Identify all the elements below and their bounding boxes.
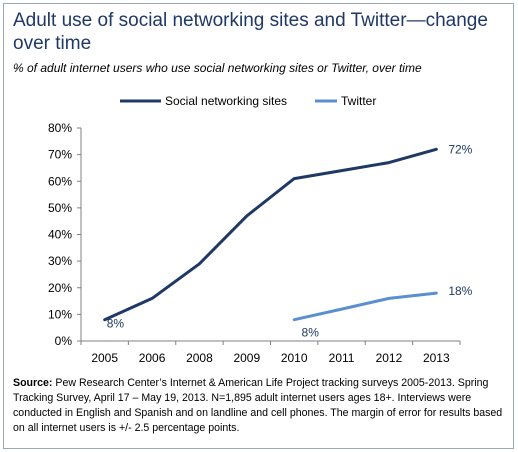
chart-subtitle: % of adult internet users who use social… <box>13 61 422 75</box>
source-label: Source: <box>13 377 53 389</box>
y-tick-label: 30% <box>48 254 72 268</box>
y-tick-label: 70% <box>48 148 72 162</box>
x-tick-label: 2011 <box>329 351 355 365</box>
data-label: 72% <box>448 142 472 156</box>
data-label: 8% <box>302 326 320 340</box>
legend-label: Social networking sites <box>165 94 287 108</box>
y-tick-label: 50% <box>48 201 72 215</box>
y-tick-label: 20% <box>48 281 72 295</box>
series-line-twitter <box>292 291 438 322</box>
legend-label: Twitter <box>341 94 376 108</box>
chart-title: Adult use of social networking sites and… <box>13 10 488 54</box>
y-tick-label: 0% <box>55 334 73 348</box>
x-tick-label: 2009 <box>233 351 260 365</box>
chart-frame <box>3 3 514 449</box>
y-tick-label: 40% <box>48 228 72 242</box>
x-tick-label: 2012 <box>376 351 403 365</box>
data-label: 8% <box>107 317 125 331</box>
series-line-social-networking <box>103 147 438 322</box>
y-tick-label: 60% <box>48 174 72 188</box>
x-tick-label: 2010 <box>281 351 308 365</box>
x-tick-label: 2006 <box>139 351 166 365</box>
x-tick-label: 2013 <box>423 351 450 365</box>
source-text: Pew Research Center’s Internet & America… <box>13 377 503 434</box>
x-tick-label: 2005 <box>91 351 118 365</box>
x-tick-label: 2008 <box>186 351 213 365</box>
source-note: Source: Pew Research Center’s Internet &… <box>13 376 508 436</box>
y-tick-label: 10% <box>48 307 72 321</box>
y-tick-label: 80% <box>48 121 72 135</box>
data-label: 18% <box>448 284 472 298</box>
